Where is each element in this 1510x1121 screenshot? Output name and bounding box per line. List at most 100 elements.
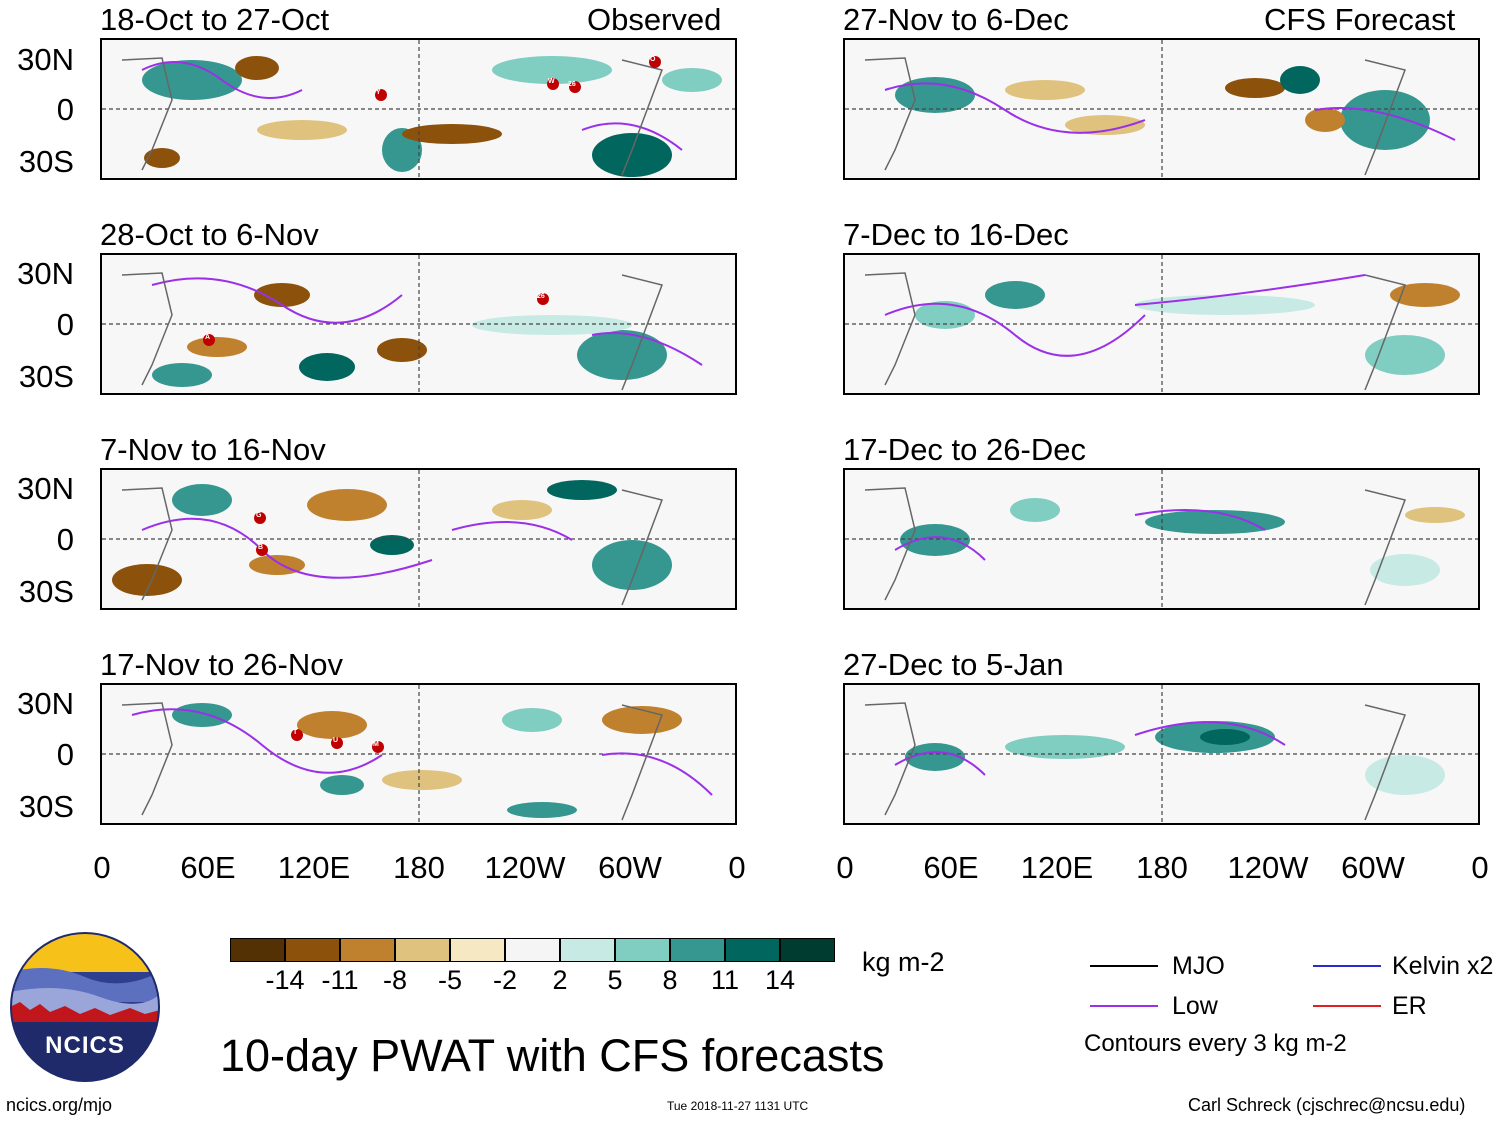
colorbar-swatch	[340, 938, 395, 962]
colorbar-swatch	[615, 938, 670, 962]
colorbar-swatch	[725, 938, 780, 962]
lat-label: 30N	[17, 256, 74, 291]
storm-marker: 26	[568, 81, 576, 88]
lon-label: 0	[1471, 850, 1489, 885]
colorbar-label: 5	[607, 965, 623, 995]
colorbar-label: -11	[321, 965, 359, 995]
lon-label: 60E	[180, 850, 236, 885]
author-credit: Carl Schreck (cjschrec@ncsu.edu)	[1188, 1095, 1466, 1115]
colorbar-label: -2	[492, 965, 517, 995]
lat-label: 30N	[17, 471, 74, 506]
colorbar-swatch	[395, 938, 450, 962]
lon-label: 0	[836, 850, 854, 885]
storm-marker: W	[548, 78, 555, 85]
panel-title: 17-Dec to 26-Dec	[843, 432, 1086, 467]
ncics-logo[interactable]: NCICS	[10, 932, 160, 1082]
legend-swatch-er	[1313, 1005, 1381, 1007]
logo-graphic	[10, 932, 160, 1082]
lon-label: 60E	[923, 850, 979, 885]
legend-label-kelvin: Kelvin x2	[1392, 952, 1494, 980]
legend-swatch-low	[1090, 1005, 1158, 1007]
map-canvas	[102, 255, 735, 393]
pwat-map	[100, 38, 737, 180]
legend-label-low: Low	[1172, 992, 1218, 1020]
lat-label: 30N	[17, 42, 74, 77]
colorbar-label: -8	[382, 965, 407, 995]
pwat-map	[843, 38, 1480, 180]
map-canvas	[845, 255, 1478, 393]
panel-title: 27-Nov to 6-Dec	[843, 2, 1069, 37]
timestamp: Tue 2018-11-27 1131 UTC	[667, 1099, 809, 1113]
colorbar-swatch	[450, 938, 505, 962]
legend-swatch-kelvin	[1313, 965, 1381, 967]
pwat-map	[100, 683, 737, 825]
panel-title: 7-Nov to 16-Nov	[100, 432, 326, 467]
colorbar-label: 2	[552, 965, 568, 995]
lat-label: 30S	[18, 789, 74, 824]
pwat-map	[843, 683, 1480, 825]
colorbar-swatch	[505, 938, 560, 962]
lat-label: 0	[56, 92, 74, 127]
storm-marker: B	[258, 544, 264, 551]
pwat-map	[843, 253, 1480, 395]
pwat-map	[100, 253, 737, 395]
lon-label: 0	[93, 850, 111, 885]
lon-label: 60W	[598, 850, 662, 885]
legend-label-er: ER	[1392, 992, 1427, 1020]
colorbar-unit: kg m-2	[862, 947, 945, 977]
panel-title: 7-Dec to 16-Dec	[843, 217, 1069, 252]
storm-marker: U	[333, 737, 339, 744]
cfs-forecast-label: CFS Forecast	[1264, 2, 1456, 37]
lat-label: 30S	[18, 144, 74, 179]
lon-label: 0	[728, 850, 746, 885]
lon-label: 120W	[1227, 850, 1309, 885]
map-canvas	[102, 470, 735, 608]
lon-label: 60W	[1341, 850, 1405, 885]
colorbar-swatch	[670, 938, 725, 962]
colorbar-label: -14	[265, 965, 305, 995]
lon-label: 180	[393, 850, 445, 885]
lon-label: 120E	[277, 850, 351, 885]
lat-label: 0	[56, 737, 74, 772]
colorbar-swatch	[560, 938, 615, 962]
panel-title: 18-Oct to 27-Oct	[100, 2, 330, 37]
panel-title: 17-Nov to 26-Nov	[100, 647, 343, 682]
storm-marker: T	[293, 729, 298, 736]
observed-label: Observed	[587, 2, 722, 37]
lon-label: 120W	[484, 850, 566, 885]
map-canvas	[102, 685, 735, 823]
legend-label-mjo: MJO	[1172, 952, 1225, 980]
storm-marker: O	[650, 56, 656, 63]
pwat-map	[100, 468, 737, 610]
map-canvas	[845, 685, 1478, 823]
storm-marker: A	[205, 334, 211, 341]
lat-label: 0	[56, 522, 74, 557]
legend-swatch-mjo	[1090, 965, 1158, 967]
storm-marker: 26	[537, 293, 545, 300]
map-canvas	[102, 40, 735, 178]
lon-label: 120E	[1020, 850, 1094, 885]
lat-label: 30N	[17, 686, 74, 721]
footer-link[interactable]: ncics.org/mjo	[6, 1095, 113, 1115]
map-canvas	[845, 470, 1478, 608]
panel-title: 27-Dec to 5-Jan	[843, 647, 1064, 682]
lat-label: 0	[56, 307, 74, 342]
pwat-map	[843, 468, 1480, 610]
storm-marker: M	[373, 741, 379, 748]
storm-marker: Y	[376, 89, 381, 96]
colorbar-label: 8	[662, 965, 678, 995]
colorbar-swatch	[285, 938, 340, 962]
colorbar-swatch	[780, 938, 835, 962]
lat-label: 30S	[18, 574, 74, 609]
lat-label: 30S	[18, 359, 74, 394]
logo-text: NCICS	[45, 1032, 125, 1059]
colorbar-label: 11	[710, 965, 740, 995]
map-canvas	[845, 40, 1478, 178]
storm-marker: G	[256, 512, 262, 519]
colorbar-swatch	[230, 938, 285, 962]
main-title: 10-day PWAT with CFS forecasts	[220, 1030, 885, 1081]
panel-title: 28-Oct to 6-Nov	[100, 217, 319, 252]
colorbar-label: -5	[437, 965, 462, 995]
contour-note: Contours every 3 kg m-2	[1084, 1030, 1347, 1057]
lon-label: 180	[1136, 850, 1188, 885]
